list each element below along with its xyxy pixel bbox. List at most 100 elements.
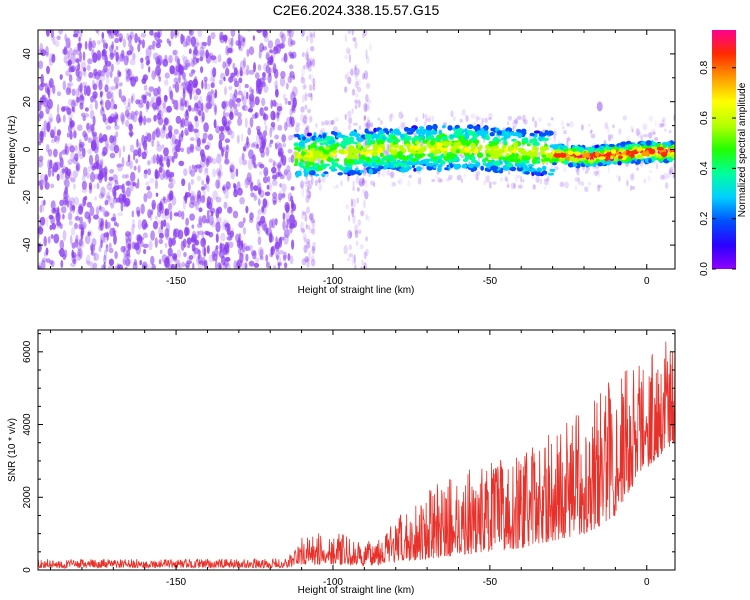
spectrogram-noise-cell — [154, 237, 158, 248]
spectrogram-noise-cell — [56, 35, 61, 41]
spectrogram-noise-cell — [153, 72, 157, 78]
spectrogram-noise-cell — [79, 154, 84, 160]
spectrogram-noise-cell — [282, 212, 286, 221]
spectrogram-sparse-cell — [357, 187, 360, 192]
spectrogram-noise-cell — [38, 155, 44, 162]
spectrogram-noise-cell — [125, 257, 131, 267]
spectrogram-noise-cell — [217, 206, 223, 214]
spectrogram-noise-cell — [95, 30, 99, 34]
spectrogram-noise-cell — [114, 121, 118, 127]
spectrogram-noise-cell — [92, 69, 97, 80]
spectrogram-noise-cell — [264, 124, 268, 132]
spectrogram-sparse-cell — [354, 104, 358, 110]
spectrogram-noise-cell — [127, 34, 133, 43]
spectrogram-halo-cell — [546, 176, 550, 182]
spectrogram-noise-cell — [150, 209, 154, 216]
spectrogram-sparse-cell — [350, 207, 355, 214]
spectrogram-noise-cell — [195, 88, 202, 96]
spectrogram-halo-cell — [589, 130, 592, 135]
spectrogram-noise-cell — [54, 135, 57, 142]
spectrogram-halo-cell — [559, 181, 565, 188]
spectrogram-noise-cell — [43, 97, 49, 108]
spectrogram-noise-cell — [135, 99, 141, 105]
spectrogram-noise-cell — [173, 212, 179, 217]
spectrogram-signal-cell — [314, 136, 321, 140]
spectrogram-x-tick-label: -50 — [483, 276, 498, 287]
spectrogram-noise-cell — [91, 40, 96, 49]
spectrogram-halo-cell — [391, 181, 397, 187]
spectrogram-noise-cell — [242, 159, 247, 166]
spectrogram-halo-cell — [388, 114, 393, 122]
spectrogram-signal-cell — [666, 141, 671, 148]
spectrogram-signal-cell — [641, 144, 646, 150]
spectrogram-noise-cell — [253, 162, 257, 168]
spectrogram-halo-cell — [373, 182, 376, 188]
spectrogram-noise-cell — [127, 243, 132, 251]
spectrogram-noise-cell — [236, 134, 240, 144]
spectrogram-signal-cell — [416, 151, 422, 155]
spectrogram-halo-cell — [535, 175, 540, 183]
spectrogram-noise-cell — [150, 230, 156, 241]
spectrogram-noise-cell — [155, 192, 159, 197]
spectrogram-signal-cell — [628, 147, 633, 151]
spectrogram-noise-cell — [201, 186, 205, 191]
spectrogram-noise-cell — [256, 143, 259, 149]
spectrogram-signal-cell — [405, 160, 413, 166]
spectrogram-noise-cell — [277, 142, 283, 153]
spectrogram-noise-cell — [68, 43, 71, 52]
spectrogram-signal-cell — [490, 146, 495, 151]
spectrogram-noise-cell — [92, 262, 98, 269]
spectrogram-halo-cell — [566, 137, 571, 142]
spectrogram-noise-cell — [168, 55, 173, 64]
spectrogram-noise-cell — [271, 218, 276, 229]
spectrogram-signal-cell — [314, 173, 320, 177]
spectrogram-noise-cell — [83, 84, 87, 96]
spectrogram-signal-cell — [412, 145, 419, 152]
spectrogram-sparse-cell — [306, 206, 310, 214]
spectrogram-signal-cell — [450, 134, 456, 138]
spectrogram-noise-cell — [66, 132, 70, 138]
spectrogram-noise-cell — [143, 84, 148, 91]
spectrogram-noise-cell — [156, 153, 160, 165]
spectrogram-noise-cell — [46, 65, 50, 75]
spectrogram-noise-cell — [252, 35, 256, 41]
spectrogram-sparse-cell — [358, 99, 361, 108]
spectrogram-noise-cell — [87, 58, 93, 65]
spectrogram-noise-cell — [285, 82, 289, 90]
spectrogram-signal-cell — [503, 147, 508, 154]
spectrogram-noise-cell — [81, 180, 87, 190]
spectrogram-noise-cell — [249, 117, 254, 128]
spectrogram-noise-cell — [152, 40, 156, 47]
spectrogram-noise-cell — [148, 44, 154, 50]
snr-x-axis: -150 -100 -50 0 — [50, 330, 650, 588]
spectrogram-signal-cell — [484, 149, 490, 153]
spectrogram-signal-cell — [469, 148, 475, 152]
spectrogram-halo-cell — [438, 178, 443, 183]
spectrogram-sparse-cell — [350, 68, 354, 76]
spectrogram-noise-cell — [162, 219, 167, 228]
spectrogram-signal-cell — [325, 135, 332, 142]
spectrogram-sparse-cell — [362, 31, 365, 39]
spectrogram-signal-cell — [617, 155, 624, 159]
spectrogram-signal-cell — [444, 167, 449, 171]
spectrogram-noise-cell — [164, 257, 170, 269]
spectrogram-noise-cell — [78, 223, 83, 230]
spectrogram-sparse-cell — [355, 68, 360, 75]
spectrogram-noise-cell — [190, 179, 195, 185]
spectrogram-noise-cell — [259, 77, 265, 86]
spectrogram-noise-cell — [281, 134, 287, 143]
spectrogram-noise-cell — [261, 97, 266, 107]
spectrogram-sparse-cell — [300, 113, 305, 123]
spectrogram-noise-cell — [130, 95, 134, 104]
colorbar-tick-label: 0.4 — [699, 161, 710, 175]
spectrogram-signal-cell — [404, 143, 411, 147]
spectrogram-noise-cell — [106, 144, 110, 151]
spectrogram-noise-cell — [139, 39, 142, 45]
spectrogram-noise-cell — [64, 194, 71, 203]
spectrogram-noise-cell — [240, 133, 244, 142]
spectrogram-sparse-cell — [360, 266, 363, 269]
spectrogram-signal-cell — [403, 126, 410, 132]
spectrogram-noise-cell — [176, 249, 182, 258]
spectrogram-signal-cell — [463, 147, 471, 154]
spectrogram-noise-cell — [84, 40, 88, 50]
